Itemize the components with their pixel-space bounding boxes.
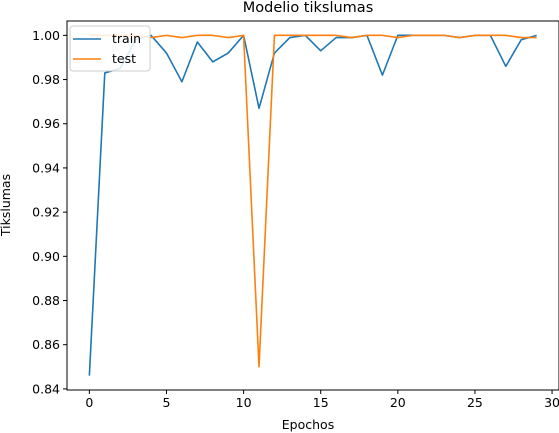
series-line-train [88,34,537,376]
series-line-test [89,34,537,368]
series-lines [88,34,537,376]
legend[interactable]: train test [69,25,151,72]
legend-label-train: train [112,31,141,46]
plot-frame [66,20,559,391]
y-tick-label: 0.96 [32,116,60,131]
x-axis-label: Epochos [282,417,334,432]
y-tick-label: 0.94 [32,160,60,175]
legend-label-test: test [112,51,136,66]
x-tick-label: 0 [85,395,93,410]
x-ticks: 0 5 10 15 20 25 30 [85,390,559,410]
x-tick-label: 25 [467,395,483,410]
x-tick-label: 10 [236,395,252,410]
y-tick-label: 0.86 [32,337,60,352]
y-tick-label: 0.84 [32,381,60,396]
chart-title: Modelio tikslumas [243,0,374,16]
y-tick-label: 0.90 [32,249,60,264]
x-tick-label: 5 [163,395,171,410]
x-tick-label: 30 [544,395,559,410]
plot-area: 0 5 10 15 20 25 30 0.84 0.86 0.88 0.90 0.92 0.94 0.9… [32,20,559,410]
y-axis-label: Tikslumas [0,174,13,237]
y-tick-label: 0.88 [32,293,60,308]
y-tick-label: 0.98 [32,72,60,87]
y-ticks: 0.84 0.86 0.88 0.90 0.92 0.94 0.96 0.98 1.00 [32,28,67,396]
x-tick-label: 20 [390,395,406,410]
x-tick-label: 15 [313,395,329,410]
y-tick-label: 1.00 [32,28,60,43]
y-tick-label: 0.92 [32,205,60,220]
